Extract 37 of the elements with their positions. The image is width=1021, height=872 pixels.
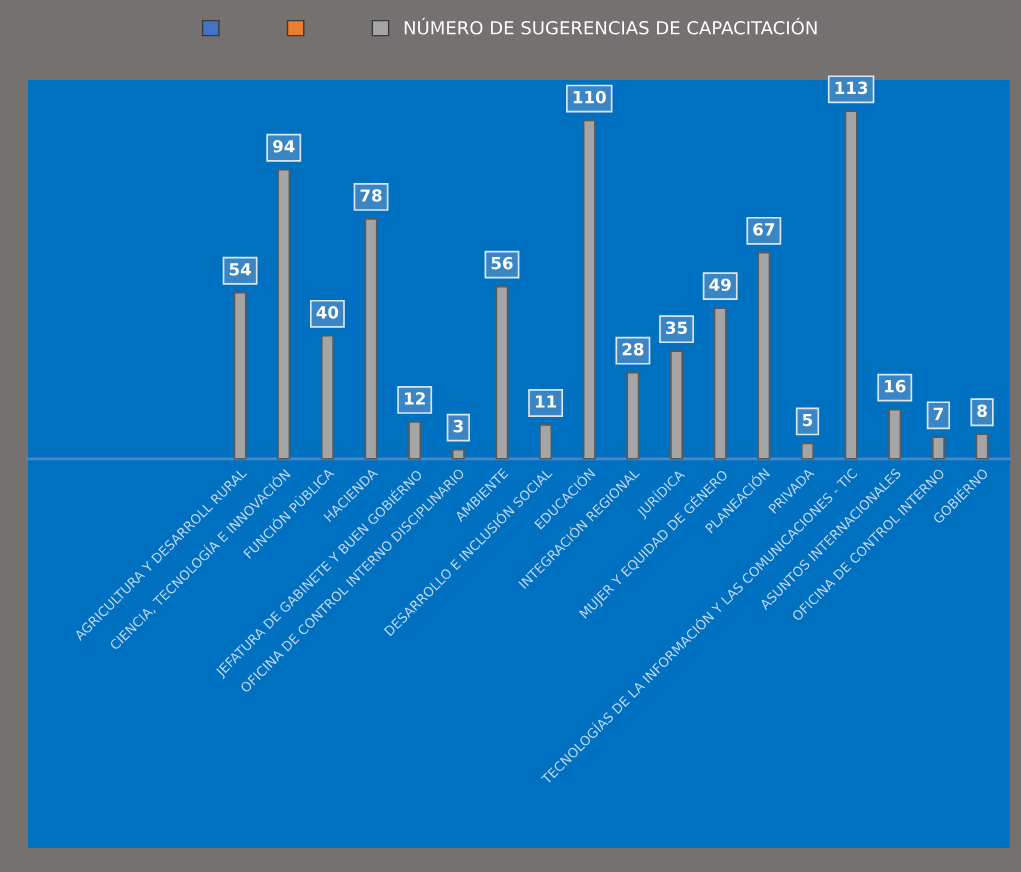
bar <box>495 285 509 460</box>
bar <box>233 291 247 460</box>
data-label: 11 <box>535 395 557 408</box>
bar <box>408 421 422 460</box>
bar <box>975 433 989 460</box>
data-label: 7 <box>933 407 943 420</box>
data-label: 67 <box>753 223 775 236</box>
bar <box>582 119 596 460</box>
bar <box>451 448 465 460</box>
data-label: 16 <box>885 379 906 393</box>
bar <box>844 110 858 460</box>
data-label: 110 <box>573 90 606 104</box>
data-label: 3 <box>453 419 463 433</box>
data-label: 78 <box>360 189 382 202</box>
data-label: 40 <box>316 306 339 319</box>
bar <box>670 350 684 460</box>
data-label: 35 <box>666 321 687 335</box>
bar <box>931 436 945 460</box>
bar <box>757 251 771 460</box>
data-label: 5 <box>802 413 813 427</box>
data-label: 94 <box>273 140 295 153</box>
bar <box>539 424 553 460</box>
bar <box>800 442 814 460</box>
data-label: 56 <box>491 256 513 270</box>
data-label: 12 <box>404 392 425 405</box>
bar <box>626 371 640 460</box>
bar <box>277 168 291 460</box>
bar <box>364 218 378 460</box>
bar <box>713 307 727 460</box>
data-label: 28 <box>622 342 644 356</box>
data-label: 54 <box>229 263 251 276</box>
bar <box>888 408 902 460</box>
data-label: 8 <box>977 404 987 418</box>
data-label: 49 <box>709 278 731 291</box>
bar <box>320 334 334 460</box>
data-label: 113 <box>835 81 868 95</box>
legend-label: NÚMERO DE SUGERENCIAS DE CAPACITACIÓN <box>404 17 817 35</box>
